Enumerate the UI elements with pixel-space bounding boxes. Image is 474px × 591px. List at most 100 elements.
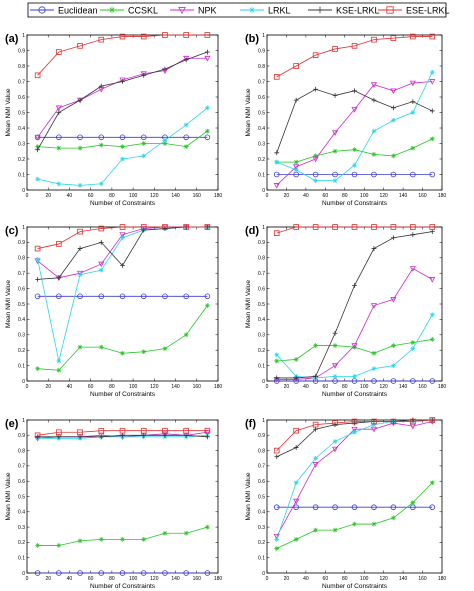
data-point-euclidean	[351, 171, 358, 178]
x-tick-label: 60	[88, 193, 94, 199]
data-point-euclidean	[390, 504, 397, 511]
y-tick-label: 0	[22, 379, 25, 385]
x-tick-label: 140	[399, 193, 408, 199]
data-point-euclidean	[183, 293, 189, 300]
panel-b: 0 20 40 60 80 100 120 140 160 180 0 0.1 0.2 0.3 0.4 0.5…	[245, 33, 446, 207]
data-point-euclidean	[98, 134, 105, 141]
data-point-ese-lrkl	[410, 224, 416, 230]
x-tick-label: 140	[171, 384, 180, 390]
data-point-ese-lrkl	[77, 228, 83, 235]
y-tick-label: 0.8	[18, 256, 25, 262]
x-tick-label: 20	[45, 193, 51, 199]
x-tick-label: 180	[438, 576, 447, 582]
series-euclidean	[273, 504, 436, 511]
x-tick-label: 160	[193, 384, 202, 390]
data-point-npk	[370, 426, 378, 433]
data-point-ccskl	[390, 343, 396, 348]
data-point-npk	[312, 462, 319, 468]
data-point-kse-lrkl	[77, 434, 83, 440]
data-point-npk	[331, 446, 339, 453]
y-tick-label: 0.2	[18, 157, 25, 163]
data-point-ese-lrkl	[273, 447, 280, 454]
x-tick-label: 60	[323, 193, 329, 199]
data-point-ccskl	[183, 332, 189, 338]
data-point-lrkl	[98, 267, 104, 273]
legend: Euclidean CCSKL NPK LRKL KSE-LRKL ESE-LRKL	[27, 2, 450, 18]
data-point-ccskl	[293, 536, 299, 542]
panel-f: 0 20 40 60 80 100 120 140 160 180 0 0.1 0.2 0.3 0.4 0.5…	[245, 417, 447, 590]
data-point-ccskl	[56, 543, 62, 548]
x-tick-label: 180	[214, 384, 223, 390]
y-tick-label: 0.2	[258, 540, 265, 546]
x-tick-label: 80	[342, 384, 348, 390]
data-point-lrkl	[274, 352, 280, 358]
data-point-ese-lrkl	[34, 72, 41, 79]
y-tick-label: 0.6	[258, 479, 265, 485]
data-point-lrkl	[35, 176, 41, 182]
data-point-ese-lrkl	[371, 224, 377, 230]
data-point-lrkl	[56, 181, 62, 187]
data-point-npk	[331, 130, 339, 136]
x-tick-label: 100	[129, 193, 138, 199]
data-point-ccskl	[410, 340, 416, 345]
data-point-ese-lrkl	[77, 429, 83, 436]
data-point-kse-lrkl	[274, 454, 280, 460]
data-point-kse-lrkl	[293, 375, 299, 381]
data-point-lrkl	[77, 182, 83, 188]
data-point-ese-lrkl	[273, 74, 280, 80]
data-point-ese-lrkl	[351, 43, 358, 49]
data-point-lrkl	[429, 69, 435, 75]
data-point-lrkl	[35, 256, 41, 262]
y-tick-label: 0.8	[18, 64, 25, 70]
data-point-lrkl	[274, 536, 280, 542]
data-point-ccskl	[274, 546, 280, 551]
data-point-euclidean	[34, 570, 41, 576]
data-point-npk	[409, 266, 416, 272]
data-point-euclidean	[119, 293, 126, 300]
data-point-kse-lrkl	[274, 375, 280, 381]
data-point-npk	[351, 107, 358, 113]
y-tick-label: 0.8	[258, 448, 265, 454]
x-tick-label: 0	[26, 193, 29, 199]
data-point-ese-lrkl	[34, 245, 41, 252]
y-tick-label: 0.5	[18, 110, 25, 116]
y-tick-label: 0.9	[258, 433, 265, 439]
data-point-euclidean	[410, 171, 416, 178]
data-point-ccskl	[77, 344, 83, 350]
x-tick-label: 40	[67, 576, 73, 582]
data-point-npk	[351, 343, 358, 349]
data-point-kse-lrkl	[204, 434, 210, 440]
data-point-ese-lrkl	[332, 420, 338, 426]
panel-label: (f)	[245, 418, 256, 430]
y-tick-label: 0.4	[258, 510, 265, 516]
y-tick-label: 0.3	[18, 525, 25, 531]
series-ese-lrkl	[273, 417, 436, 454]
data-point-ccskl	[429, 136, 435, 142]
data-point-lrkl	[313, 455, 319, 461]
y-tick-label: 0.2	[258, 348, 265, 354]
data-point-euclidean	[77, 293, 83, 300]
data-point-euclidean	[293, 504, 299, 511]
plot-area	[266, 419, 443, 574]
data-point-kse-lrkl	[98, 434, 104, 440]
x-tick-label: 180	[214, 576, 223, 582]
x-tick-label: 140	[171, 576, 180, 582]
y-tick-label: 0.9	[18, 433, 25, 439]
data-point-kse-lrkl	[390, 105, 396, 111]
series-ccskl	[35, 524, 210, 548]
data-point-ese-lrkl	[273, 230, 280, 236]
x-tick-label: 100	[360, 193, 369, 199]
data-point-kse-lrkl	[35, 147, 41, 153]
data-point-npk	[119, 232, 126, 238]
data-point-ccskl	[204, 524, 210, 530]
x-tick-label: 100	[129, 576, 138, 582]
data-point-euclidean	[371, 504, 377, 511]
data-point-lrkl	[332, 439, 338, 444]
data-point-lrkl	[98, 181, 104, 187]
y-tick-label: 1	[262, 33, 265, 39]
data-point-euclidean	[390, 378, 397, 384]
x-tick-label: 160	[193, 576, 202, 582]
x-tick-label: 60	[88, 384, 94, 390]
data-point-lrkl	[429, 312, 435, 318]
data-point-lrkl	[293, 167, 299, 173]
